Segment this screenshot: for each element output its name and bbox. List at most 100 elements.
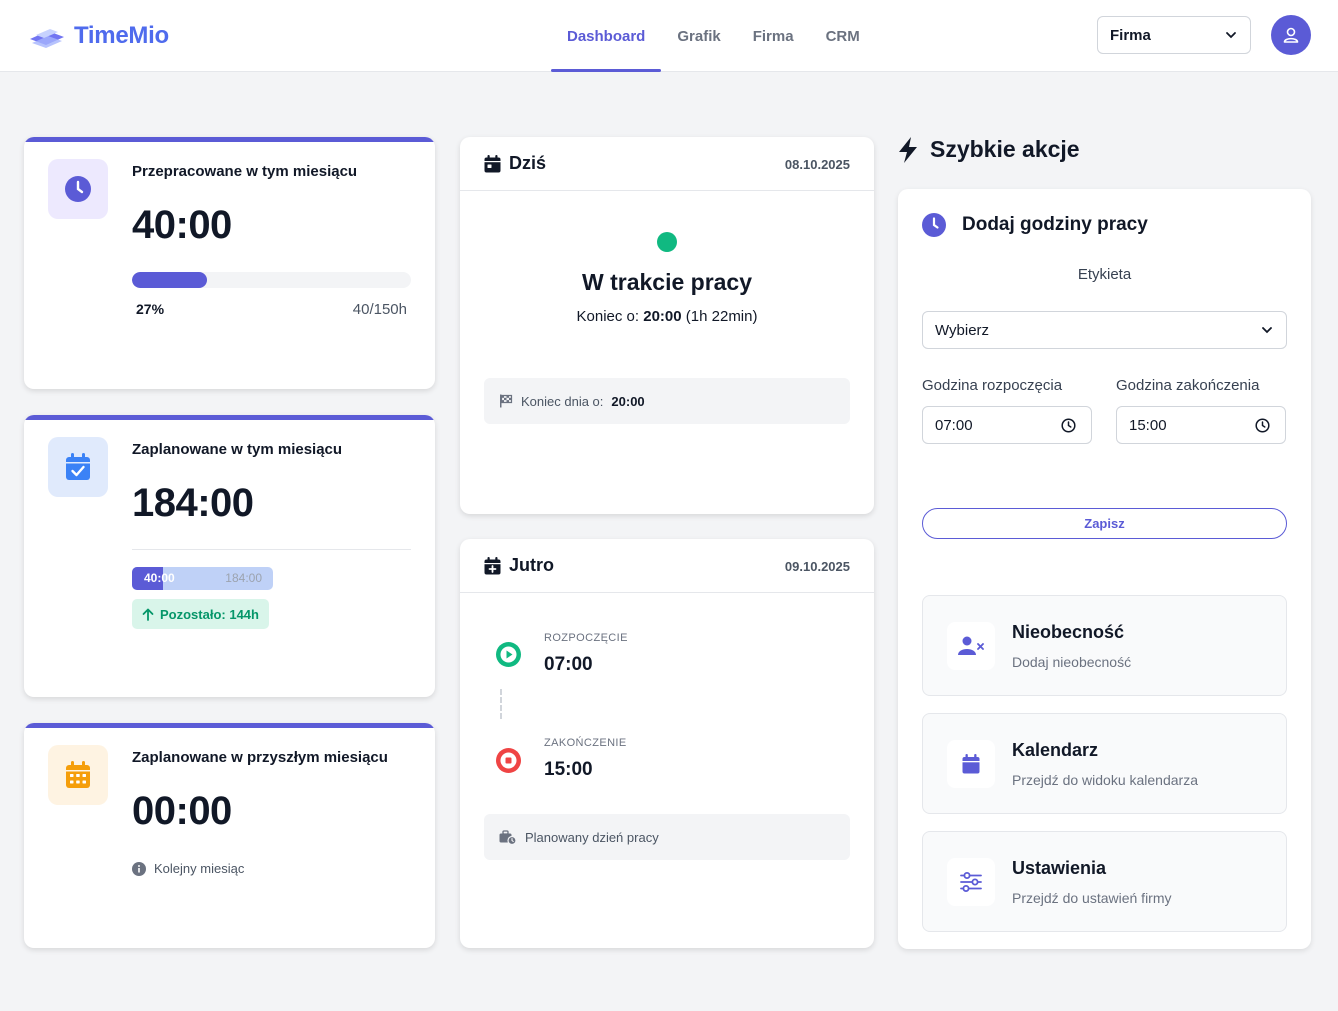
user-x-icon — [947, 622, 995, 670]
chevron-down-icon — [1226, 32, 1236, 39]
company-select-value: Firma — [1110, 26, 1151, 44]
next-month-note: Kolejny miesiąc — [132, 861, 244, 876]
worked-this-month-card: Przepracowane w tym miesiącu 40:00 27% 4… — [24, 137, 435, 389]
main-nav: Dashboard Grafik Firma CRM — [551, 0, 876, 72]
planned-day-info: Planowany dzień pracy — [484, 814, 850, 860]
nav-firma[interactable]: Firma — [752, 27, 794, 45]
label-field-label: Etykieta — [1077, 266, 1132, 283]
play-icon — [496, 642, 521, 667]
end-time-value: 15:00 — [1129, 416, 1167, 434]
action-absence[interactable]: Nieobecność Dodaj nieobecność — [922, 595, 1287, 696]
label-select-value: Wybierz — [935, 321, 990, 339]
stat-value: 184:00 — [132, 481, 254, 525]
remaining-text: Pozostało: 144h — [160, 606, 259, 622]
next-month-text: Kolejny miesiąc — [154, 861, 245, 876]
app-name: TimeMio — [74, 22, 169, 49]
action-title: Nieobecność — [1012, 622, 1125, 642]
calendar-day-icon — [484, 154, 501, 172]
lightning-icon — [899, 136, 917, 163]
day-end-time: 20:00 — [611, 393, 645, 409]
today-card: Dziś 08.10.2025 W trakcie pracy Koniec o… — [460, 137, 874, 514]
info-icon — [132, 861, 146, 876]
nav-crm[interactable]: CRM — [825, 27, 860, 45]
action-subtitle: Przejdź do widoku kalendarza — [1012, 772, 1198, 788]
action-title: Ustawienia — [1012, 858, 1107, 878]
stat-value: 40:00 — [132, 203, 232, 247]
company-select[interactable]: Firma — [1097, 16, 1251, 54]
stop-icon — [496, 748, 521, 773]
planned-next-month-card: Zaplanowane w przyszłym miesiącu 00:00 K… — [24, 723, 435, 948]
tomorrow-card: Jutro 09.10.2025 ROZPOCZĘCIE 07:00 ZAKOŃ… — [460, 539, 874, 948]
label-select[interactable]: Wybierz — [922, 311, 1287, 349]
divider — [132, 549, 411, 550]
planned-progress-fill — [132, 567, 163, 590]
today-header: Dziś 08.10.2025 — [460, 137, 874, 191]
logo-icon — [28, 21, 66, 51]
end-time-label: Godzina zakończenia — [1116, 377, 1260, 394]
nav-dashboard[interactable]: Dashboard — [551, 0, 662, 72]
action-calendar[interactable]: Kalendarz Przejdź do widoku kalendarza — [922, 713, 1287, 814]
clock-icon — [48, 159, 108, 219]
remaining-badge: Pozostało: 144h — [132, 599, 269, 629]
clock-outline-icon[interactable] — [1061, 418, 1076, 433]
tomorrow-date: 09.10.2025 — [784, 559, 850, 574]
briefcase-clock-icon — [499, 829, 517, 845]
start-time: 07:00 — [544, 654, 593, 675]
planned-total: 184:00 — [225, 571, 262, 585]
add-hours-title: Dodaj godziny pracy — [962, 214, 1148, 235]
tomorrow-header: Jutro 09.10.2025 — [460, 539, 874, 593]
sliders-icon — [947, 858, 995, 906]
nav-grafik[interactable]: Grafik — [677, 27, 721, 45]
start-label: ROZPOCZĘCIE — [544, 632, 628, 644]
stat-title: Zaplanowane w przyszłym miesiącu — [132, 749, 388, 766]
user-avatar-button[interactable] — [1271, 15, 1311, 55]
user-icon — [1283, 27, 1299, 43]
clock-icon — [922, 213, 946, 237]
worked-hours: 40/150h — [352, 301, 407, 318]
end-time: 20:00 — [643, 308, 682, 325]
quick-actions-heading: Szybkie akcje — [898, 136, 1080, 163]
action-title: Kalendarz — [1012, 740, 1099, 760]
day-end-label: Koniec dnia o: — [521, 393, 604, 409]
stat-value: 00:00 — [132, 789, 232, 833]
planned-this-month-card: Zaplanowane w tym miesiącu 184:00 40:00 … — [24, 415, 435, 697]
end-time-input[interactable]: 15:00 — [1116, 406, 1286, 444]
chevron-down-icon — [1262, 327, 1272, 334]
action-settings[interactable]: Ustawienia Przejdź do ustawień firmy — [922, 831, 1287, 932]
end-time-line: Koniec o: 20:00 (1h 22min) — [460, 308, 874, 325]
flag-checkered-icon — [500, 394, 513, 408]
add-hours-heading: Dodaj godziny pracy — [922, 213, 1148, 237]
calendar-check-icon — [48, 437, 108, 497]
start-time-label: Godzina rozpoczęcia — [922, 377, 1063, 394]
today-title: Dziś — [509, 153, 547, 173]
planned-done: 40:00 — [144, 571, 175, 585]
clock-outline-icon[interactable] — [1255, 418, 1270, 433]
calendar-grid-icon — [48, 745, 108, 805]
arrow-up-icon — [142, 608, 154, 621]
calendar-icon — [947, 740, 995, 788]
worked-progress-bar — [132, 272, 411, 288]
stat-title: Zaplanowane w tym miesiącu — [132, 441, 343, 458]
quick-actions-panel: Dodaj godziny pracy Etykieta Wybierz God… — [898, 189, 1311, 949]
today-date: 08.10.2025 — [784, 157, 850, 172]
end-time: 15:00 — [544, 759, 593, 780]
end-label: ZAKOŃCZENIE — [544, 737, 627, 749]
status-indicator-dot — [657, 232, 677, 252]
worked-progress-fill — [132, 272, 208, 288]
planned-day-text: Planowany dzień pracy — [525, 829, 659, 845]
app-logo[interactable]: TimeMio — [28, 18, 169, 54]
action-subtitle: Dodaj nieobecność — [1012, 654, 1132, 670]
tomorrow-title: Jutro — [509, 555, 554, 575]
start-time-input[interactable]: 07:00 — [922, 406, 1092, 444]
worked-percent: 27% — [136, 301, 165, 317]
work-status: W trakcie pracy — [581, 269, 753, 295]
calendar-plus-icon — [484, 556, 501, 574]
end-remaining: (1h 22min) — [685, 308, 758, 325]
action-subtitle: Przejdź do ustawień firmy — [1012, 890, 1172, 906]
stat-title: Przepracowane w tym miesiącu — [132, 163, 358, 180]
planned-progress-bar: 40:00 184:00 — [132, 567, 273, 590]
top-navbar: TimeMio Dashboard Grafik Firma CRM Firma — [0, 0, 1338, 72]
timeline-connector — [500, 689, 502, 719]
save-button[interactable]: Zapisz — [922, 508, 1287, 539]
start-time-value: 07:00 — [935, 416, 973, 434]
